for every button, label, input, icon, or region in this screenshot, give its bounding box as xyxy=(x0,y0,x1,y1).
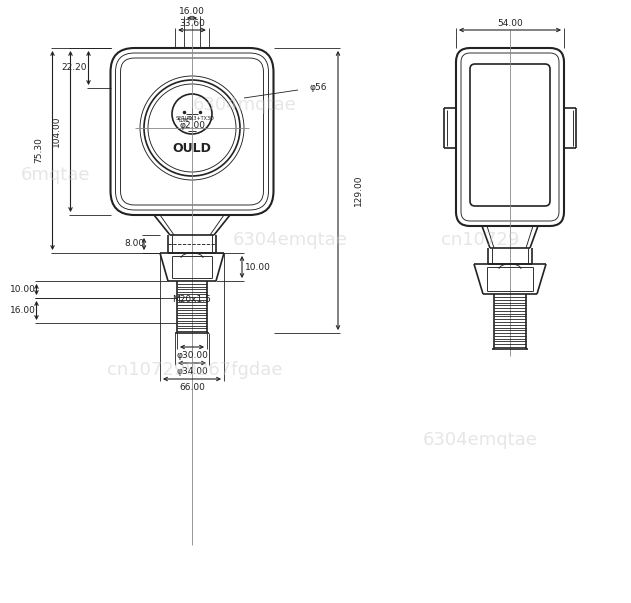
Text: OULD: OULD xyxy=(172,142,211,154)
Text: SERIAL: SERIAL xyxy=(175,116,192,121)
Text: 104.00: 104.00 xyxy=(52,116,61,147)
Text: 10.00: 10.00 xyxy=(245,262,271,271)
Text: φ30.00: φ30.00 xyxy=(176,350,208,359)
Text: 75.30: 75.30 xyxy=(34,137,43,163)
Text: 16.00: 16.00 xyxy=(9,306,35,315)
Text: 6mqtae: 6mqtae xyxy=(20,166,90,184)
Text: 8.00: 8.00 xyxy=(124,239,144,248)
Text: 6304mqtae: 6304mqtae xyxy=(193,96,297,114)
Text: TX3+TX3D: TX3+TX3D xyxy=(187,116,213,121)
Text: LUM: LUM xyxy=(179,119,189,124)
Text: 6304emqtae: 6304emqtae xyxy=(423,431,538,449)
Text: 54.00: 54.00 xyxy=(497,19,523,28)
Text: 22.20: 22.20 xyxy=(62,63,87,72)
Text: φ34.00: φ34.00 xyxy=(176,367,208,376)
Text: 33.60: 33.60 xyxy=(179,19,205,28)
Text: 16.00: 16.00 xyxy=(179,7,205,16)
Text: 6304emqtae: 6304emqtae xyxy=(233,231,348,249)
Text: φ2.00: φ2.00 xyxy=(179,121,205,130)
Text: M20x1.5: M20x1.5 xyxy=(172,294,211,303)
Text: φ56: φ56 xyxy=(310,83,327,92)
Text: 10.00: 10.00 xyxy=(9,285,35,294)
Text: cn107299267fgdae: cn107299267fgdae xyxy=(107,361,283,379)
Text: 66.00: 66.00 xyxy=(179,382,205,391)
Text: cn10729: cn10729 xyxy=(441,231,519,249)
Text: 129.00: 129.00 xyxy=(353,175,362,206)
